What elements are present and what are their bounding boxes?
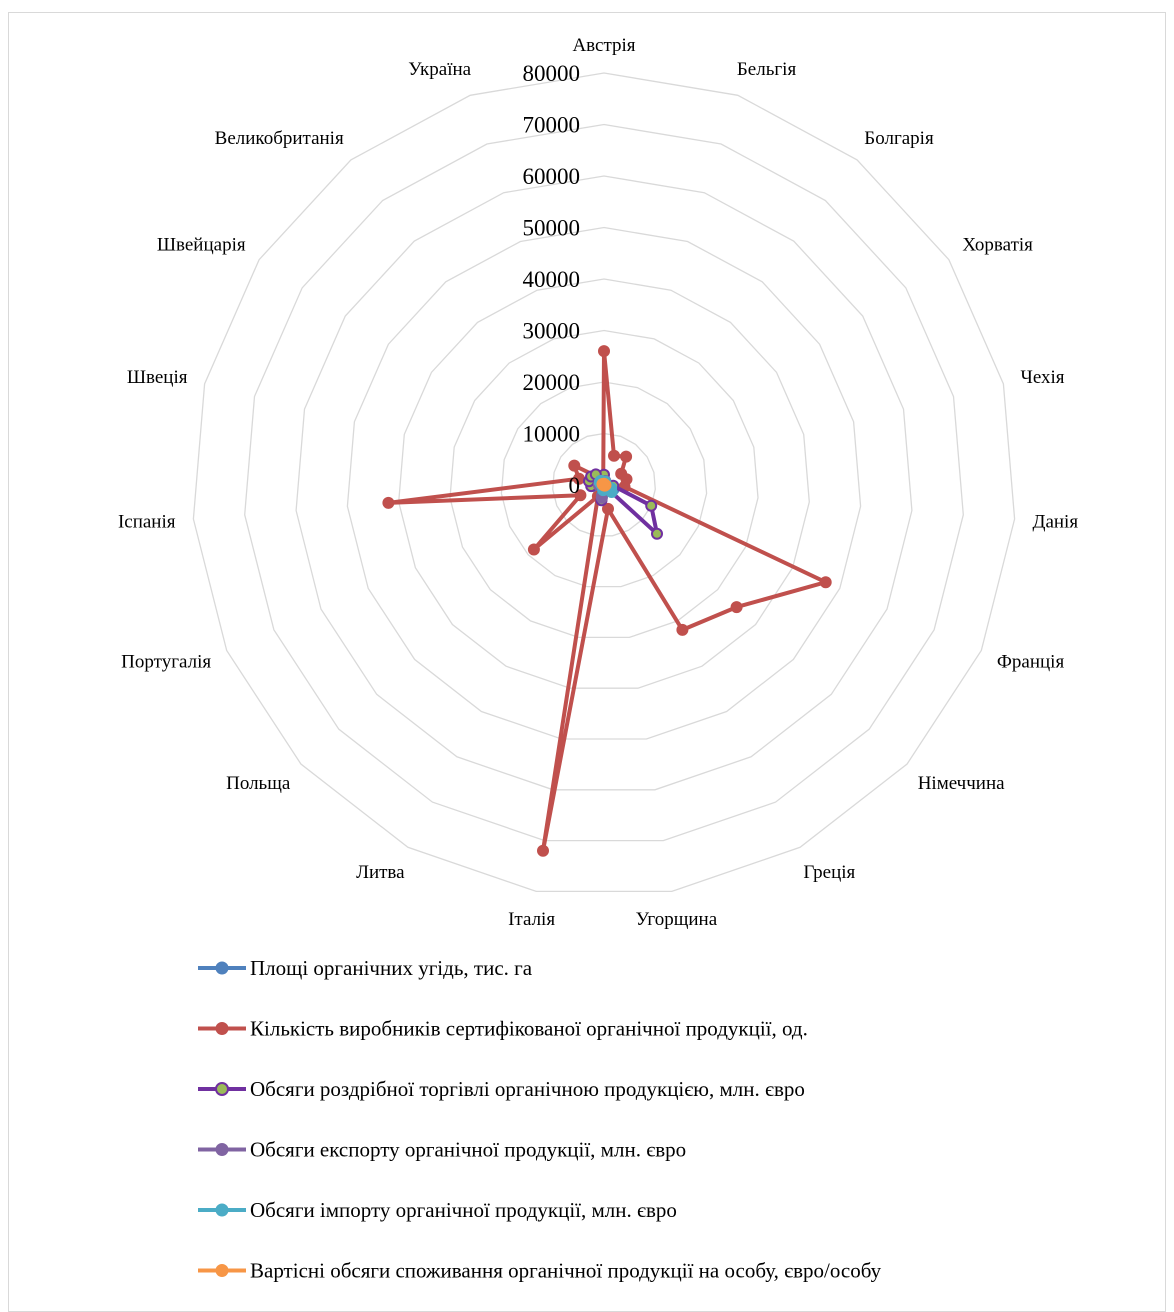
point-s1-9: [602, 502, 614, 515]
category-label-5: Данія: [1033, 511, 1079, 532]
legend-label-1: Кількість виробників сертифікованої орга…: [250, 1017, 808, 1041]
series-1: [382, 345, 832, 857]
point-s2-7: [651, 527, 663, 540]
category-label-17: Великобританія: [215, 128, 344, 149]
category-label-16: Швейцарія: [157, 234, 246, 255]
tick-label-0: 0: [569, 473, 581, 498]
legend: Площі органічних угідь, тис. га Кількість…: [198, 956, 882, 1283]
legend-label-3: Обсяги експорту органічної продукції, мл…: [250, 1138, 686, 1162]
tick-label-8: 80000: [523, 61, 581, 86]
point-s1-1: [608, 449, 620, 462]
category-label-7: Німеччина: [918, 773, 1005, 794]
chart-frame: [8, 12, 1166, 1312]
grid-ring-8: [192, 72, 1016, 893]
point-s5-18: [598, 478, 610, 491]
tick-label-6: 60000: [523, 164, 581, 189]
category-label-18: Україна: [408, 59, 471, 80]
tick-label-1: 10000: [523, 422, 581, 447]
point-s1-0: [598, 345, 610, 358]
legend-label-5: Вартісні обсяги споживання органічної пр…: [250, 1259, 882, 1283]
point-s1-6: [819, 576, 832, 589]
category-label-4: Чехія: [1021, 367, 1065, 388]
legend-swatch-marker-3: [215, 1143, 229, 1156]
legend-label-4: Обсяги імпорту органічної продукції, млн…: [250, 1198, 677, 1222]
grid-ring-3: [449, 329, 759, 639]
tick-label-7: 70000: [523, 113, 581, 138]
point-s2-6: [645, 499, 658, 512]
point-s1-12: [527, 543, 540, 556]
legend-label-2: Обсяги роздрібної торгівлі органічною пр…: [250, 1077, 805, 1101]
grid-ring-7: [244, 123, 964, 842]
grid-ring-6: [295, 175, 913, 791]
radar-grid: [192, 72, 1016, 893]
grid-ring-5: [346, 226, 862, 740]
series-layer: [382, 345, 832, 857]
category-label-12: Польща: [226, 773, 291, 794]
category-label-6: Франція: [997, 652, 1065, 673]
legend-swatch-marker-2: [215, 1082, 229, 1096]
legend-item-3: Обсяги експорту органічної продукції, мл…: [198, 1138, 686, 1162]
legend-swatch-marker-5: [215, 1264, 229, 1277]
category-label-8: Греція: [803, 862, 855, 883]
tick-label-5: 50000: [523, 216, 581, 241]
category-label-14: Іспанія: [118, 511, 176, 532]
point-s1-2: [620, 450, 633, 463]
legend-item-0: Площі органічних угідь, тис. га: [198, 956, 533, 980]
category-label-2: Болгарія: [864, 128, 934, 149]
legend-item-4: Обсяги імпорту органічної продукції, млн…: [198, 1198, 677, 1222]
category-label-3: Хорватія: [962, 234, 1033, 255]
category-label-13: Португалія: [121, 652, 211, 673]
legend-label-0: Площі органічних угідь, тис. га: [250, 956, 533, 980]
category-labels: Австрія Бельгія Болгарія Хорватія Чехія Данія…: [118, 35, 1078, 930]
point-s1-7: [730, 601, 743, 614]
point-s1-16: [568, 459, 581, 472]
legend-swatch-marker-0: [215, 961, 229, 975]
tick-label-3: 30000: [523, 319, 581, 344]
category-label-9: Угорщина: [636, 909, 718, 930]
tick-label-2: 20000: [523, 370, 581, 395]
grid-ring-2: [500, 381, 708, 588]
legend-item-1: Кількість виробників сертифікованої орга…: [198, 1017, 808, 1041]
series-line-1: [386, 349, 828, 853]
grid-ring-4: [398, 278, 810, 689]
legend-swatch-marker-4: [215, 1203, 229, 1217]
category-label-10: Італія: [508, 909, 555, 930]
category-label-0: Австрія: [572, 35, 635, 56]
point-s1-13: [574, 489, 587, 502]
category-label-15: Швеція: [127, 367, 188, 388]
category-label-11: Литва: [356, 862, 405, 883]
legend-item-5: Вартісні обсяги споживання органічної пр…: [198, 1259, 882, 1283]
tick-label-4: 40000: [523, 267, 581, 292]
legend-swatch-marker-1: [215, 1022, 229, 1035]
point-s1-10: [537, 844, 549, 857]
point-s1-14: [382, 496, 395, 509]
tick-labels: 0 10000 20000 30000 40000 50000 60000 70000 8000…: [523, 61, 581, 498]
category-label-1: Бельгія: [737, 59, 797, 80]
legend-item-2: Обсяги роздрібної торгівлі органічною пр…: [198, 1077, 805, 1101]
point-s1-8: [676, 623, 689, 636]
series-5: [596, 477, 612, 492]
